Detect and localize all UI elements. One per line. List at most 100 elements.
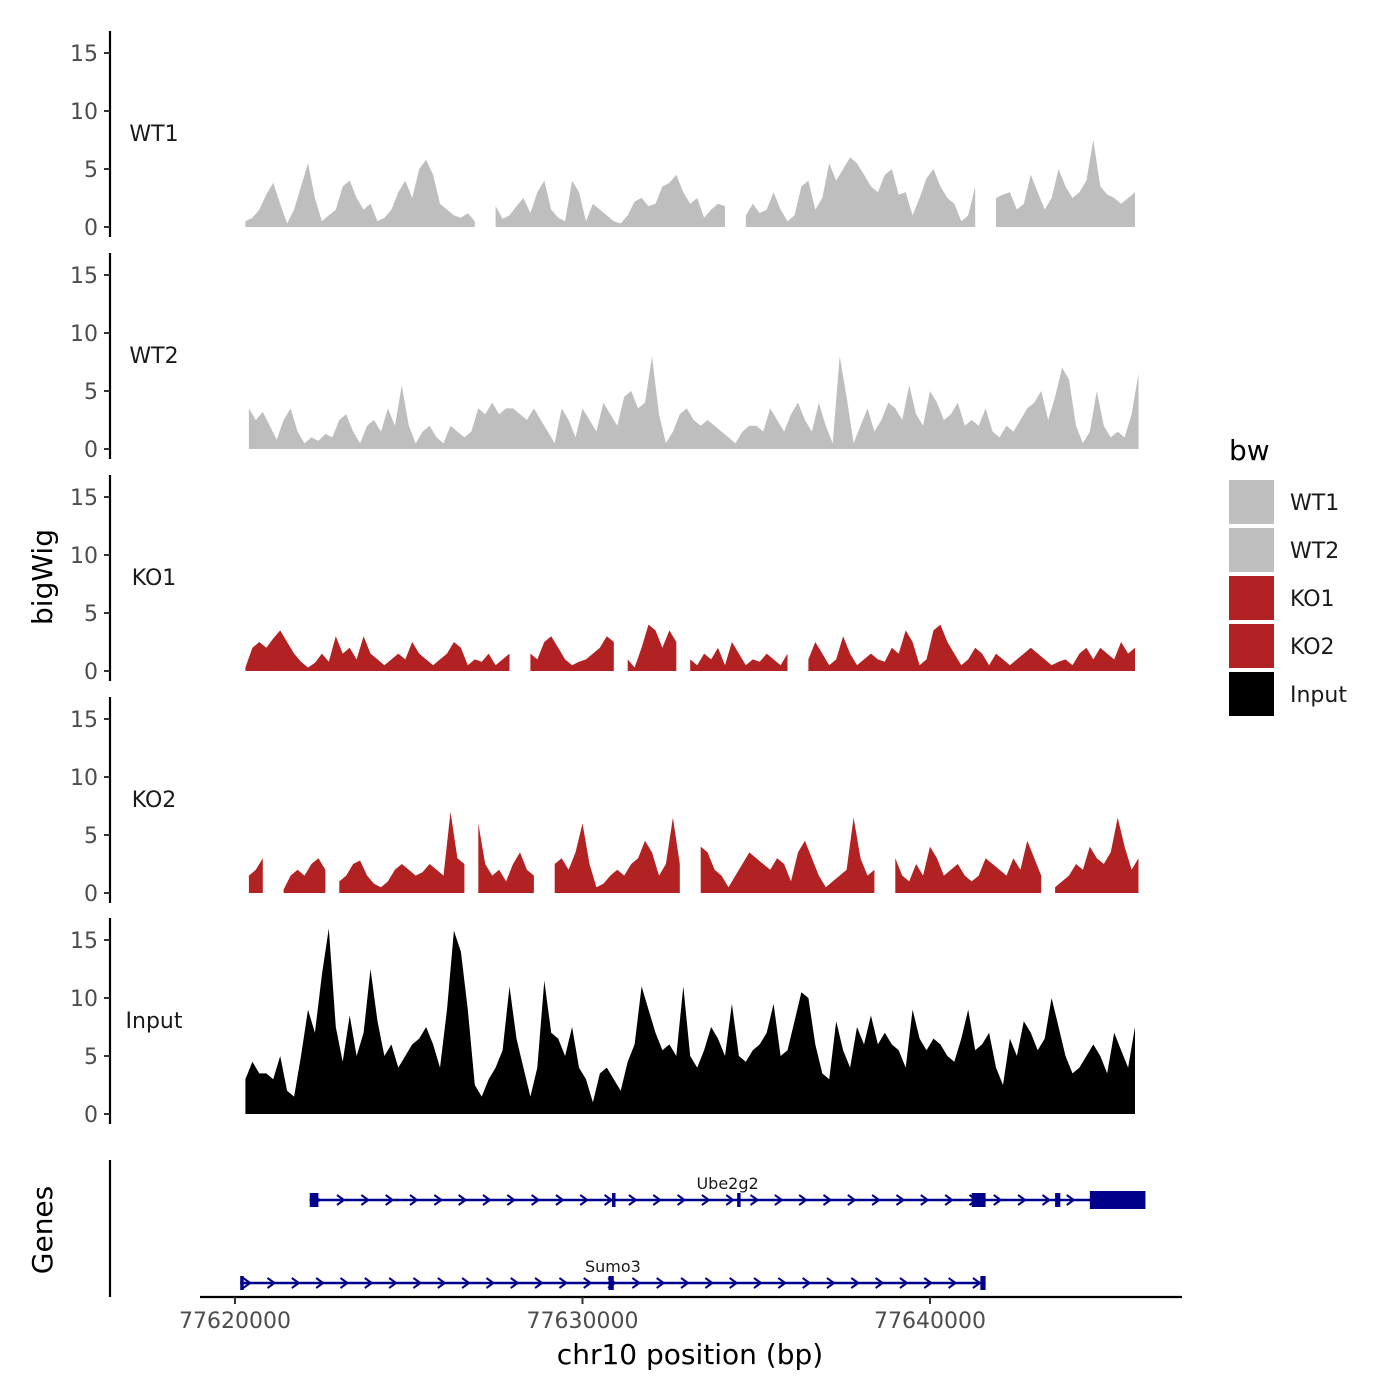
strand-arrow bbox=[749, 1194, 760, 1206]
signal-area-KO1 bbox=[530, 636, 614, 671]
strand-arrow bbox=[652, 1194, 662, 1206]
signal-area-WT2 bbox=[248, 356, 1139, 449]
strand-arrow bbox=[336, 1194, 346, 1206]
strand-arrow bbox=[895, 1194, 906, 1206]
y-tick-label-WT1: 0 bbox=[84, 216, 98, 241]
strand-arrow bbox=[315, 1277, 325, 1289]
strand-arrow bbox=[388, 1277, 398, 1289]
strand-arrow bbox=[948, 1277, 958, 1289]
exon-block bbox=[971, 1193, 986, 1207]
signal-area-KO2 bbox=[1055, 817, 1139, 893]
track-KO2: 0 5 10 15 KO2 bbox=[70, 697, 1139, 907]
strand-arrow bbox=[385, 1194, 395, 1206]
strand-arrow bbox=[847, 1194, 857, 1206]
signal-area-KO1 bbox=[627, 624, 677, 671]
x-axis-title: chr10 position (bp) bbox=[557, 1338, 823, 1371]
strand-arrow bbox=[1066, 1194, 1076, 1206]
y-tick-label-KO2: 5 bbox=[84, 824, 98, 849]
strand-arrow bbox=[510, 1277, 520, 1289]
exon-block bbox=[309, 1193, 319, 1207]
track-label-KO1: KO1 bbox=[132, 566, 177, 591]
legend-swatch-WT1 bbox=[1229, 480, 1274, 524]
legend-label-WT1: WT1 bbox=[1290, 491, 1339, 516]
exon-block bbox=[980, 1276, 986, 1290]
y-tick-label-Input: 5 bbox=[84, 1045, 98, 1070]
strand-arrow bbox=[972, 1277, 982, 1289]
y-tick-label-KO1: 0 bbox=[84, 660, 98, 685]
legend: bw WT1 WT2 KO1 KO2 Input bbox=[1229, 434, 1347, 716]
legend-swatch-KO1 bbox=[1229, 576, 1274, 620]
strand-arrow bbox=[558, 1277, 569, 1289]
strand-arrow bbox=[676, 1194, 687, 1206]
strand-arrow bbox=[555, 1194, 565, 1206]
y-tick-label-KO2: 10 bbox=[70, 766, 98, 791]
strand-arrow bbox=[628, 1194, 638, 1206]
strand-arrow bbox=[409, 1194, 419, 1206]
y-tick-label-WT1: 10 bbox=[70, 100, 98, 125]
strand-arrow bbox=[339, 1277, 350, 1289]
legend-label-KO1: KO1 bbox=[1290, 587, 1335, 612]
track-WT1: 0 5 10 15 WT1 bbox=[70, 31, 1135, 241]
strand-arrow bbox=[1017, 1194, 1027, 1206]
y-axis-title: bigWig bbox=[26, 529, 59, 625]
strand-arrow bbox=[482, 1194, 492, 1206]
genes-axis-title: Genes bbox=[26, 1186, 59, 1274]
strand-arrow bbox=[777, 1277, 788, 1289]
track-WT2: 0 5 10 15 WT2 bbox=[70, 253, 1139, 463]
legend-title: bw bbox=[1229, 434, 1270, 467]
gene-label-Sumo3: Sumo3 bbox=[585, 1257, 641, 1276]
exon-block bbox=[240, 1276, 244, 1290]
strand-arrow bbox=[531, 1194, 541, 1206]
signal-area-WT1 bbox=[745, 157, 976, 227]
x-axis: 77620000 77630000 77640000 bbox=[179, 1295, 1182, 1334]
strand-arrow bbox=[458, 1194, 468, 1206]
exon-block bbox=[612, 1193, 616, 1207]
track-label-WT2: WT2 bbox=[129, 344, 178, 369]
y-tick-label-KO2: 15 bbox=[70, 708, 98, 733]
signal-area-KO2 bbox=[895, 840, 1042, 893]
strand-arrow bbox=[656, 1277, 666, 1289]
strand-arrow bbox=[802, 1277, 812, 1289]
strand-arrow bbox=[364, 1277, 374, 1289]
strand-arrow bbox=[680, 1277, 690, 1289]
strand-arrow bbox=[944, 1194, 954, 1206]
signal-area-KO1 bbox=[245, 630, 510, 671]
strand-arrow bbox=[534, 1277, 544, 1289]
strand-arrow bbox=[433, 1194, 444, 1206]
strand-arrow bbox=[266, 1277, 277, 1289]
strand-arrow bbox=[993, 1194, 1003, 1206]
y-tick-label-Input: 10 bbox=[70, 987, 98, 1012]
strand-arrow bbox=[725, 1194, 735, 1206]
legend-swatch-Input bbox=[1229, 672, 1274, 716]
x-tick-label: 77630000 bbox=[527, 1309, 639, 1334]
strand-arrow bbox=[899, 1277, 909, 1289]
strand-arrow bbox=[461, 1277, 471, 1289]
x-tick-label: 77640000 bbox=[874, 1309, 986, 1334]
signal-area-KO2 bbox=[478, 823, 534, 893]
exon-block bbox=[1055, 1193, 1061, 1207]
legend-label-KO2: KO2 bbox=[1290, 635, 1335, 660]
gene-Sumo3: Sumo3 bbox=[240, 1257, 986, 1290]
strand-arrow bbox=[701, 1194, 711, 1206]
strand-arrow bbox=[583, 1277, 593, 1289]
y-tick-label-Input: 15 bbox=[70, 929, 98, 954]
strand-arrow bbox=[1041, 1194, 1052, 1206]
track-label-WT1: WT1 bbox=[129, 122, 178, 147]
strand-arrow bbox=[923, 1277, 933, 1289]
y-tick-label-KO1: 10 bbox=[70, 544, 98, 569]
signal-area-WT1 bbox=[996, 140, 1135, 227]
track-label-KO2: KO2 bbox=[132, 788, 177, 813]
signal-area-KO2 bbox=[554, 817, 680, 893]
exon-block bbox=[737, 1193, 741, 1207]
signal-area-KO1 bbox=[690, 642, 788, 671]
gene-label-Ube2g2: Ube2g2 bbox=[696, 1174, 758, 1193]
legend-label-Input: Input bbox=[1290, 683, 1347, 708]
strand-arrow bbox=[774, 1194, 784, 1206]
strand-arrow bbox=[485, 1277, 496, 1289]
strand-arrow bbox=[875, 1277, 885, 1289]
strand-arrow bbox=[603, 1194, 614, 1206]
strand-arrow bbox=[291, 1277, 301, 1289]
y-tick-label-KO1: 5 bbox=[84, 602, 98, 627]
signal-area-KO2 bbox=[339, 811, 465, 893]
strand-arrow bbox=[506, 1194, 516, 1206]
